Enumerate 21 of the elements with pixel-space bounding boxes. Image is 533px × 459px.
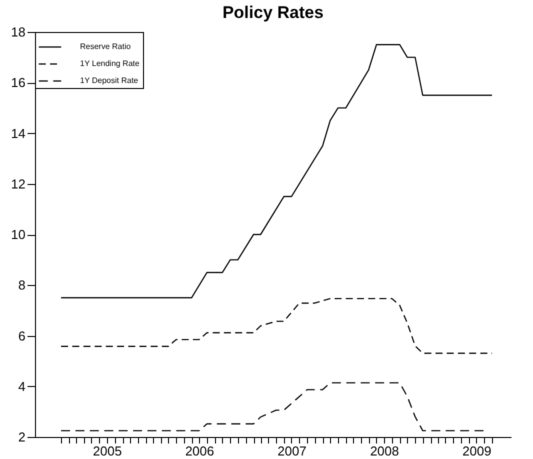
x-tick-label: 2007 xyxy=(278,444,306,458)
x-tick-label: 2009 xyxy=(462,444,492,458)
y-tick-label: 12 xyxy=(11,176,26,192)
legend-label: Reserve Ratio xyxy=(80,42,132,51)
line-series xyxy=(60,382,485,432)
y-tick-label: 18 xyxy=(11,24,26,40)
legend-label: 1Y Lending Rate xyxy=(80,59,140,68)
y-tick-label: 14 xyxy=(11,126,26,141)
chart-title: Policy Rates xyxy=(222,3,324,22)
y-tick-label: 6 xyxy=(18,328,26,344)
legend-label: 1Y Deposit Rate xyxy=(80,76,139,85)
x-tick-label: 2005 xyxy=(92,444,122,458)
y-tick-label: 2 xyxy=(18,430,26,444)
y-tick-label: 10 xyxy=(11,227,26,242)
line-series xyxy=(60,298,493,354)
x-tick-label: 2006 xyxy=(185,444,214,458)
line-series xyxy=(60,44,493,298)
y-tick-label: 4 xyxy=(18,378,26,394)
x-tick-label: 2008 xyxy=(370,444,399,458)
y-tick-label: 8 xyxy=(18,278,26,293)
y-tick-label: 16 xyxy=(11,75,26,90)
